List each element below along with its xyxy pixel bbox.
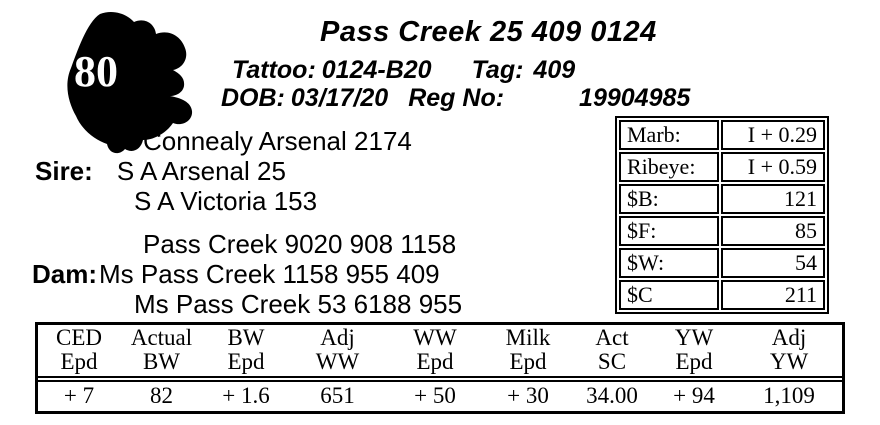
epd-value: 651 [320, 383, 355, 408]
epd-value: + 1.6 [222, 383, 270, 408]
table-row: Marb: I + 0.29 [619, 120, 825, 150]
epd-value: 82 [150, 383, 173, 408]
column-header: Act SC [595, 325, 629, 374]
column-header: Milk Epd [505, 325, 551, 374]
table-row: $C 211 [619, 280, 825, 310]
epd-table-values: + 7 82 + 1.6 651 + 50 + 30 34.00 + 94 1,… [38, 380, 842, 411]
table-row: Ribeye: I + 0.59 [619, 152, 825, 182]
column-header: WW Epd [413, 325, 457, 374]
row-label: $W: [619, 248, 719, 278]
row-value: 211 [721, 280, 825, 310]
row-label: Ribeye: [619, 152, 719, 182]
column-header: Actual BW [130, 325, 193, 374]
epd-value: 1,109 [763, 383, 815, 408]
row-label: Marb: [619, 120, 719, 150]
tattoo-label: Tattoo: [232, 56, 316, 84]
dam-row: Dam:Ms Pass Creek 1158 955 409 [32, 260, 440, 288]
tag-value: 409 [533, 56, 576, 84]
sire-granddam: S A Victoria 153 [134, 186, 318, 216]
sire-grandsire: Connealy Arsenal 2174 [143, 126, 412, 156]
epd-value: 34.00 [586, 383, 638, 408]
reg-no-value: 19904985 [579, 84, 691, 112]
column-header: Adj WW [315, 325, 360, 374]
epd-value: + 30 [507, 383, 549, 408]
row-value: I + 0.29 [721, 120, 825, 150]
sire-row: Sire: S A Arsenal 25 [35, 157, 286, 185]
dam-grandsire: Pass Creek 9020 908 1158 [143, 229, 457, 259]
column-header: Adj YW [769, 325, 809, 374]
column-header: CED Epd [56, 325, 102, 374]
row-label: $C [619, 280, 719, 310]
row-value: 121 [721, 184, 825, 214]
table-row: $B: 121 [619, 184, 825, 214]
tattoo-value: 0124-B20 [321, 56, 432, 84]
row-value: I + 0.59 [721, 152, 825, 182]
row-label: $F: [619, 216, 719, 246]
cattle-silhouette-icon [67, 11, 193, 154]
reg-no-label: Reg No: [408, 84, 505, 112]
sire-label: Sire: [35, 156, 93, 186]
sire-name: S A Arsenal 25 [116, 156, 286, 186]
row-label: $B: [619, 184, 719, 214]
table-row: $F: 85 [619, 216, 825, 246]
dam-granddam: Ms Pass Creek 53 6188 955 [134, 289, 463, 319]
dam-name: Ms Pass Creek 1158 955 409 [99, 259, 440, 289]
epd-table-header: CED Epd Actual BW BW Epd Adj WW WW Epd Milk Ep… [38, 325, 842, 378]
column-header: BW Epd [227, 325, 265, 374]
epd-value: + 94 [673, 383, 715, 408]
carcass-value-table: Marb: I + 0.29 Ribeye: I + 0.59 $B: 121 … [615, 116, 829, 314]
epd-value: + 50 [414, 383, 456, 408]
row-value: 85 [721, 216, 825, 246]
dam-label: Dam: [32, 259, 98, 289]
epd-table: CED Epd Actual BW BW Epd Adj WW WW Epd Milk Ep… [35, 322, 845, 414]
column-header: YW Epd [674, 325, 714, 374]
table-row: $W: 54 [619, 248, 825, 278]
epd-value: + 7 [63, 383, 95, 408]
dob-label: DOB: [221, 84, 285, 112]
dob-reg-line: DOB: 03/17/20 Reg No: 19904985 [221, 84, 690, 113]
tag-label: Tag: [471, 56, 524, 84]
dob-value: 03/17/20 [290, 84, 389, 112]
row-value: 54 [721, 248, 825, 278]
animal-name-title: Pass Creek 25 409 0124 [320, 16, 657, 48]
tattoo-tag-line: Tattoo: 0124-B20 Tag: 409 [232, 56, 575, 85]
lot-number: 80 [74, 47, 118, 96]
